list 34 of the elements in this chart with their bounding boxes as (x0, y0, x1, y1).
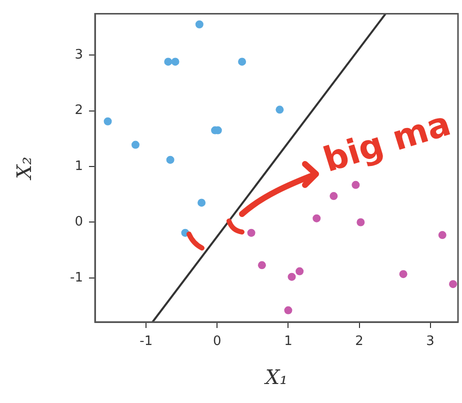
point (399, 270, 408, 278)
point (449, 280, 458, 288)
point (296, 267, 304, 276)
point (288, 272, 296, 281)
point (131, 140, 140, 149)
y-tick-label: 2 (74, 103, 83, 118)
y-tick-label: 1 (74, 158, 83, 174)
point (166, 156, 174, 164)
point (438, 231, 446, 240)
point (247, 228, 256, 237)
point (171, 58, 180, 66)
x-tick-label: 2 (355, 334, 364, 350)
point (195, 20, 204, 28)
y-axis-title: X₂ (12, 156, 36, 182)
point (238, 58, 246, 66)
point (352, 180, 360, 189)
annotation: big ma (318, 104, 456, 181)
point (356, 218, 365, 226)
y-tick-label: 3 (74, 47, 83, 62)
point (198, 198, 206, 207)
x-tick-label: -1 (140, 334, 153, 350)
x-axis-title: X₁ (263, 365, 288, 390)
y-tick-label: -1 (70, 270, 83, 286)
x-tick-label: 3 (426, 334, 434, 350)
y-tick-label: 0 (74, 214, 83, 230)
point (284, 306, 292, 314)
x-tick-label: 0 (213, 334, 222, 350)
point (276, 106, 284, 114)
point (164, 58, 172, 66)
point (330, 192, 338, 200)
point (104, 117, 112, 126)
point (312, 214, 321, 222)
x-tick-label: 1 (284, 334, 292, 350)
point (258, 261, 266, 270)
